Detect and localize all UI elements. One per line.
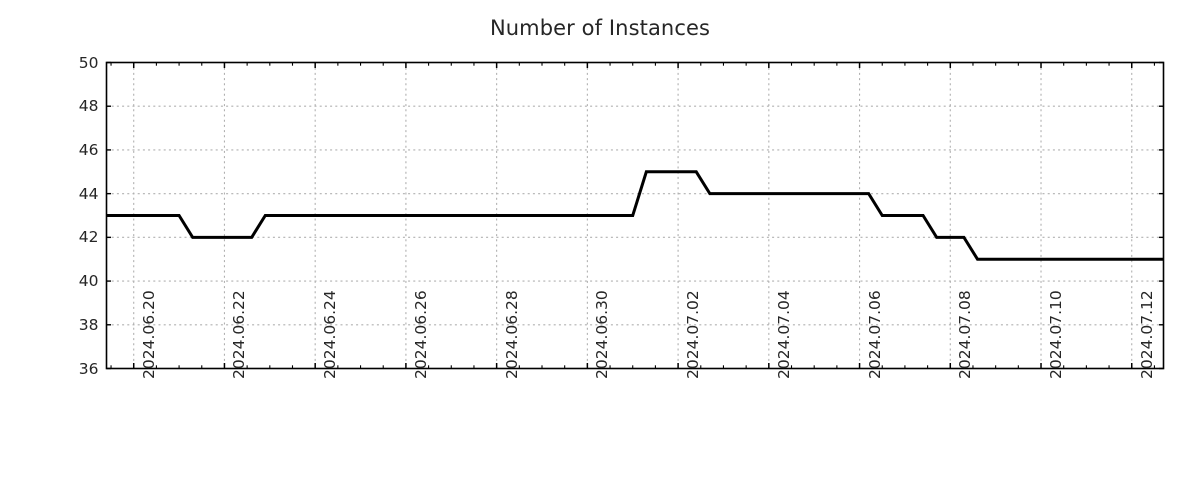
y-tick-label: 46 [78, 140, 99, 159]
x-tick-label: 2024.06.24 [321, 289, 340, 379]
y-tick-label: 36 [78, 359, 99, 378]
x-tick-label: 2024.07.10 [1047, 289, 1065, 379]
x-tick-label: 2024.07.06 [865, 289, 884, 379]
y-tick-label: 40 [78, 272, 99, 291]
x-tick-label: 2024.06.26 [411, 289, 430, 379]
x-tick-label: 2024.07.12 [1137, 289, 1156, 379]
y-tick-label: 38 [78, 315, 99, 334]
x-tick-label: 2024.06.30 [593, 289, 612, 379]
y-tick-label: 50 [78, 53, 99, 72]
data-series-line [106, 170, 1164, 261]
grid-lines [106, 62, 1164, 369]
x-tick-label: 2024.07.08 [956, 289, 975, 379]
x-tick-label: 2024.07.04 [774, 289, 793, 379]
x-tick-label: 2024.06.28 [502, 289, 521, 379]
chart-title: Number of Instances [489, 16, 711, 40]
y-tick-label: 44 [78, 184, 99, 203]
y-tick-label: 42 [78, 228, 99, 247]
y-tick-label: 48 [78, 97, 99, 116]
x-tick-label: 2024.06.22 [230, 289, 249, 379]
x-tick-label: 2024.07.02 [684, 289, 703, 379]
x-tick-label: 2024.06.20 [139, 289, 158, 379]
